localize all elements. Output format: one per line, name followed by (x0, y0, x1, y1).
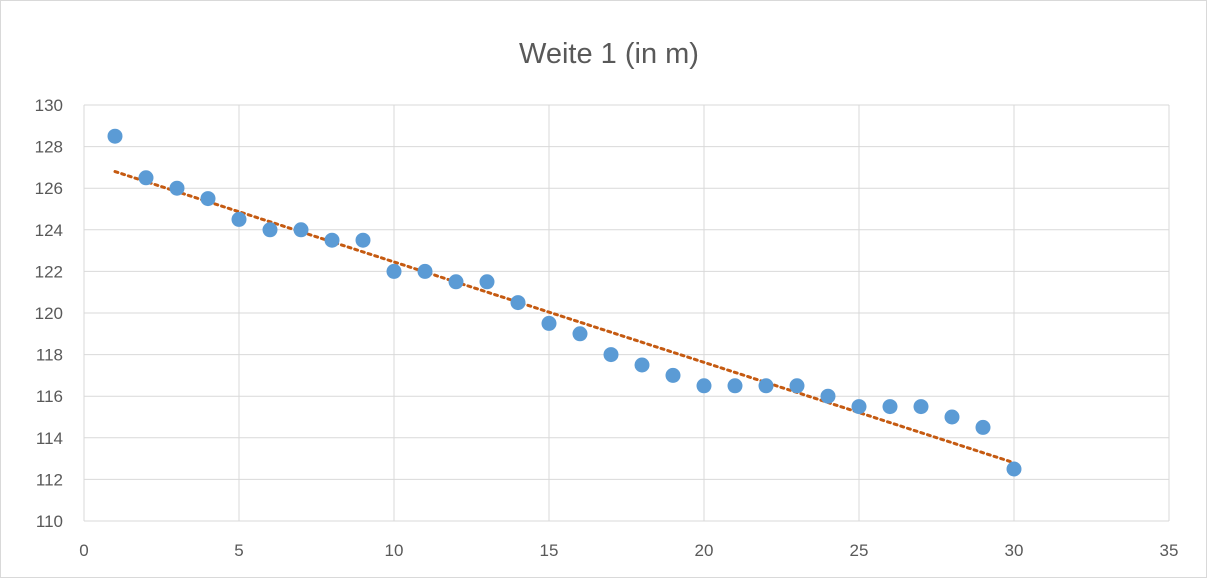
data-point (913, 399, 929, 415)
x-tick-label: 5 (234, 541, 243, 560)
y-tick-label: 118 (36, 346, 63, 365)
x-tick-label: 30 (1005, 541, 1024, 560)
chart-title: Weite 1 (in m) (519, 38, 699, 70)
data-point (231, 211, 247, 227)
data-point (851, 399, 867, 415)
tick-labels: 110 112 114 116 118 120 122 124 126 128 130 0 5 10 15 2… (35, 96, 1179, 560)
data-point (200, 191, 216, 207)
x-tick-label: 0 (79, 541, 88, 560)
y-tick-label: 126 (35, 179, 63, 198)
data-point (665, 367, 681, 383)
y-tick-label: 128 (35, 138, 63, 157)
data-point (169, 180, 185, 196)
x-tick-label: 25 (850, 541, 869, 560)
data-point (572, 326, 588, 342)
data-point (789, 378, 805, 394)
y-tick-label: 130 (35, 96, 63, 115)
data-point (355, 232, 371, 248)
data-point (479, 274, 495, 290)
data-point (975, 419, 991, 435)
data-point (882, 399, 898, 415)
y-tick-label: 114 (36, 429, 63, 448)
y-tick-label: 110 (36, 512, 63, 531)
data-point (758, 378, 774, 394)
data-point (541, 315, 557, 331)
trendline-layer (113, 170, 1016, 465)
x-tick-label: 10 (385, 541, 404, 560)
data-point (262, 222, 278, 238)
y-tick-label: 116 (36, 387, 63, 406)
data-point (727, 378, 743, 394)
data-point (603, 347, 619, 363)
y-tick-label: 124 (35, 221, 63, 240)
y-tick-label: 120 (35, 304, 63, 323)
data-point (107, 128, 123, 144)
data-point (696, 378, 712, 394)
x-tick-label: 20 (695, 541, 714, 560)
data-point (138, 170, 154, 186)
gridlines (83, 104, 1170, 522)
data-point (448, 274, 464, 290)
x-tick-label: 35 (1160, 541, 1179, 560)
data-point (510, 295, 526, 311)
data-point (293, 222, 309, 238)
data-point (820, 388, 836, 404)
data-point (944, 409, 960, 425)
data-point (386, 263, 402, 279)
y-tick-label: 112 (36, 470, 63, 489)
data-point (417, 263, 433, 279)
data-points (107, 128, 1022, 477)
data-point (324, 232, 340, 248)
trendline (113, 170, 1016, 465)
y-tick-label: 122 (35, 262, 63, 281)
data-point (634, 357, 650, 373)
data-point (1006, 461, 1022, 477)
x-tick-label: 15 (540, 541, 559, 560)
